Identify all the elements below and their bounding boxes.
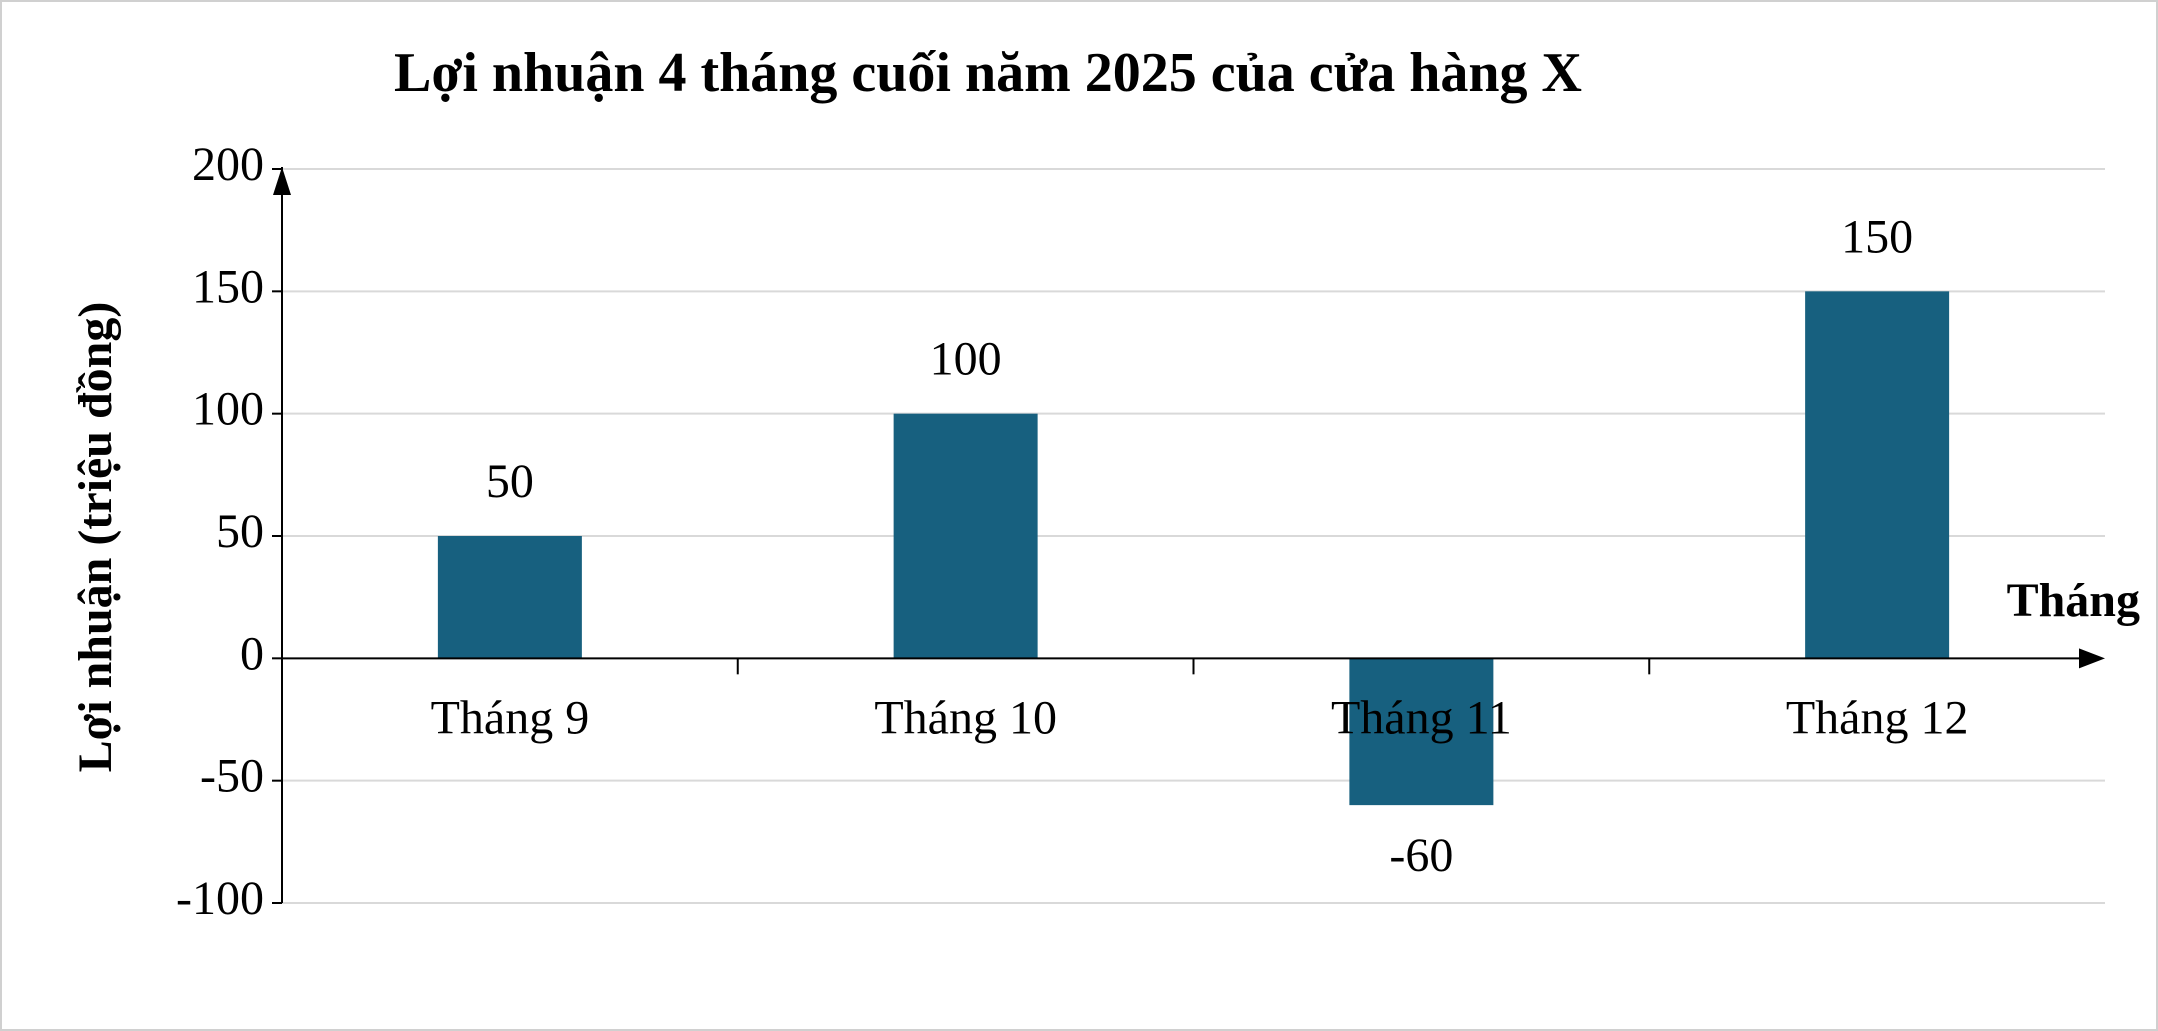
- y-tick-label: 50: [216, 505, 264, 558]
- y-tick-label: -100: [176, 872, 264, 925]
- x-tick-label: Tháng 10: [874, 691, 1057, 744]
- y-tick-label: -50: [200, 750, 264, 803]
- x-tick-label: Tháng 12: [1786, 691, 1969, 744]
- x-tick-label: Tháng 9: [431, 691, 590, 744]
- y-tick-label: 200: [192, 138, 264, 191]
- data-label: 50: [486, 455, 534, 508]
- bar: [1805, 291, 1950, 659]
- bar: [893, 413, 1038, 659]
- data-label: 100: [930, 333, 1002, 386]
- chart-title: Lợi nhuận 4 tháng cuối năm 2025 của cửa …: [394, 42, 1582, 104]
- y-axis-arrow: [273, 167, 291, 195]
- x-axis-label: Tháng: [2007, 574, 2140, 627]
- x-axis-arrow: [2079, 648, 2105, 669]
- y-tick-label: 0: [240, 627, 264, 680]
- data-label: -60: [1389, 829, 1453, 882]
- bar: [437, 536, 582, 659]
- y-tick-label: 100: [192, 383, 264, 436]
- y-tick-label: 150: [192, 260, 264, 313]
- x-tick-label: Tháng 11: [1331, 691, 1512, 744]
- bar: [1349, 658, 1494, 806]
- data-label: 150: [1841, 210, 1913, 263]
- y-axis-label: Lợi nhuận (triệu đồng): [69, 302, 122, 773]
